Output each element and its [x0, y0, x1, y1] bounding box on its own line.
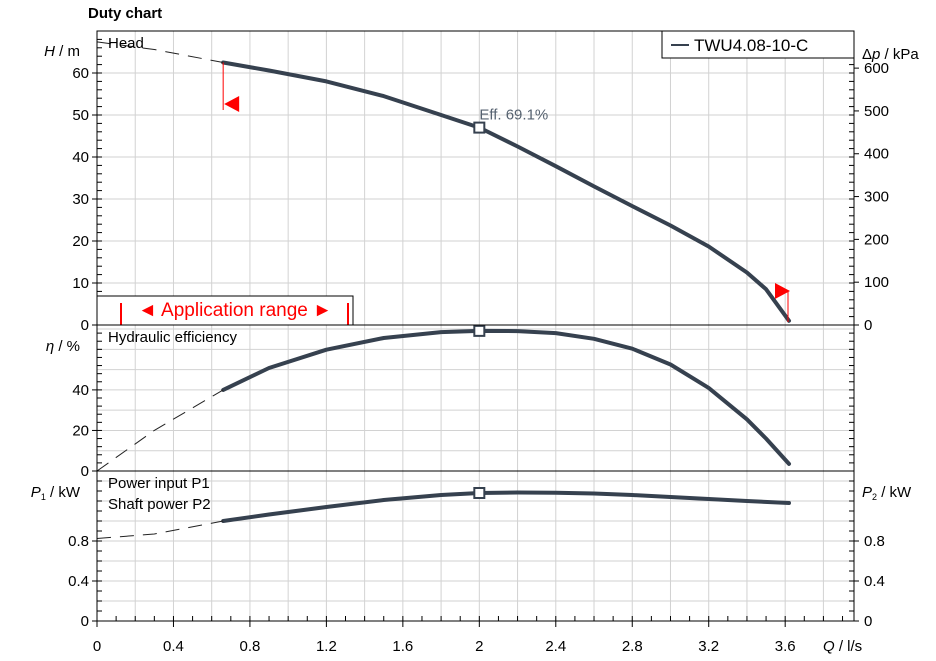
- x-tick-label: 2.8: [622, 638, 643, 655]
- ylabel-left-power: P1 / kW: [31, 484, 81, 502]
- tick-label-left: 10: [72, 275, 89, 292]
- panel-frame-power: [96, 470, 855, 622]
- tick-label-right: 400: [864, 146, 889, 163]
- tick-label-left: 0: [81, 317, 89, 334]
- tick-label-left: 0.4: [68, 573, 89, 590]
- operating-point-marker: [473, 487, 486, 499]
- panel-power: 0 0.4 0.8 0 0.4 0.8 Power input P1 Shaft power …: [68, 470, 885, 630]
- chart-title: Duty chart: [88, 5, 163, 22]
- x-tick-label: 0.4: [163, 638, 184, 655]
- ylabel-left-head: H / m: [44, 43, 80, 60]
- panel-label-shaft-power: Shaft power P2: [108, 496, 211, 513]
- xlabel: Q / l/s: [823, 638, 862, 655]
- x-tick-label: 2.4: [545, 638, 566, 655]
- range-min-marker: [224, 96, 240, 112]
- grid: [96, 31, 824, 621]
- x-tick-label: 3.6: [775, 638, 796, 655]
- x-tick-label: 3.2: [698, 638, 719, 655]
- panel-label-power-input: Power input P1: [108, 475, 210, 492]
- curve-extrapolated-power: [96, 520, 224, 539]
- curve-power: [221, 490, 791, 523]
- ylabel-left-efficiency: η / %: [46, 338, 80, 355]
- panel-frame-efficiency: [96, 324, 855, 472]
- panel-label-head: Head: [108, 35, 144, 52]
- ylabel-right-power: P2 / kW: [862, 484, 912, 502]
- tick-label-left: 30: [72, 191, 89, 208]
- efficiency-annotation: Eff. 69.1%: [479, 107, 548, 124]
- tick-label-left: 40: [72, 382, 89, 399]
- tick-label-right: 200: [864, 231, 889, 248]
- curve-extrapolated-head: [96, 41, 224, 63]
- tick-label-right: 0.4: [864, 573, 885, 590]
- x-tick-label: 0.8: [239, 638, 260, 655]
- panel-efficiency: 0 20 40 Hydraulic efficiency: [72, 324, 855, 480]
- tick-label-right: 300: [864, 189, 889, 206]
- tick-label-left: 50: [72, 107, 89, 124]
- curve-efficiency: [221, 328, 791, 466]
- tick-label-right: 600: [864, 60, 889, 77]
- tick-label-right: 0.8: [864, 533, 885, 550]
- tick-label-left: 20: [72, 422, 89, 439]
- x-tick-label: 1.6: [392, 638, 413, 655]
- operating-point-marker: [473, 324, 486, 337]
- range-max-marker: [775, 283, 791, 299]
- curve-extrapolated-efficiency: [96, 389, 224, 472]
- x-tick-label: 2: [475, 638, 483, 655]
- application-range-box: [96, 295, 354, 326]
- legend-label: TWU4.08-10-C: [694, 36, 808, 55]
- tick-label-left: 0: [81, 613, 89, 630]
- legend-box: [661, 30, 855, 59]
- tick-label-left: 0: [81, 463, 89, 480]
- tick-label-left: 0.8: [68, 533, 89, 550]
- tick-label-left: 60: [72, 65, 89, 82]
- tick-label-right: 100: [864, 274, 889, 291]
- tick-label-left: 40: [72, 149, 89, 166]
- tick-label-right: 0: [864, 317, 872, 334]
- panel-label-efficiency: Hydraulic efficiency: [108, 329, 237, 346]
- x-tick-label: 1.2: [316, 638, 337, 655]
- panel-frame-head: [96, 30, 855, 326]
- tick-label-left: 20: [72, 233, 89, 250]
- application-range-label: ◄ Application range ►: [138, 300, 332, 321]
- tick-label-right: 500: [864, 103, 889, 120]
- operating-point-marker: [473, 121, 486, 134]
- curve-head: [221, 60, 791, 323]
- x-tick-label: 0: [93, 638, 101, 655]
- ylabel-right-head: Δp / kPa: [862, 46, 919, 63]
- tick-label-right: 0: [864, 613, 872, 630]
